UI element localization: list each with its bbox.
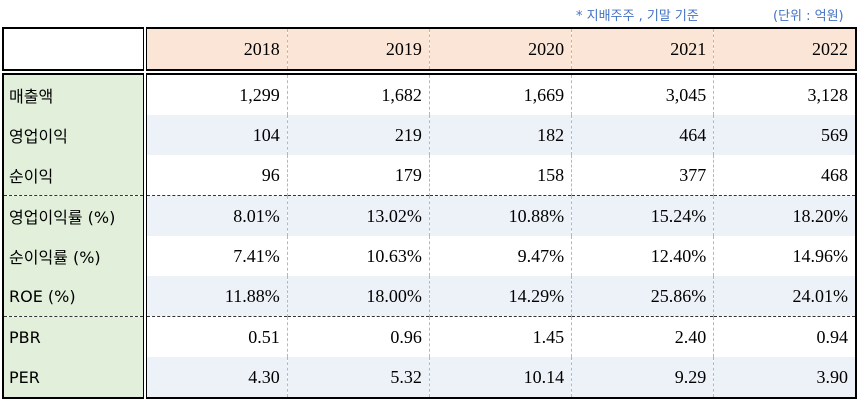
table-cell: 0.96 (286, 316, 430, 357)
basis-note: * 지배주주 , 기말 기준 (576, 9, 699, 24)
table-cell: 0.94 (713, 316, 857, 357)
table-cell: 14.96% (713, 236, 857, 276)
table-cell: 3,045 (571, 73, 714, 115)
table-cell: 18.00% (286, 276, 430, 317)
table-row: 순이익률 (%) 7.41% 10.63% 9.47% 12.40% 14.96… (2, 236, 857, 276)
table-cell: 13.02% (286, 195, 430, 236)
table-cell: 7.41% (144, 236, 288, 276)
year-header: 2022 (713, 27, 857, 71)
table-cell: 8.01% (144, 195, 288, 236)
row-label: 영업이익률 (%) (2, 195, 147, 236)
table-row: PER 4.30 5.32 10.14 9.29 3.90 (2, 357, 857, 399)
row-label: ROE (%) (2, 276, 147, 317)
year-header: 2020 (428, 27, 572, 71)
row-label: 순이익률 (%) (2, 236, 147, 276)
table-cell: 15.24% (571, 195, 714, 236)
table-cell: 4.30 (144, 357, 288, 399)
table-cell: 1.45 (428, 316, 572, 357)
table-row: ROE (%) 11.88% 18.00% 14.29% 25.86% 24.0… (2, 276, 857, 317)
year-header: 2018 (144, 27, 288, 71)
table-cell: 468 (713, 155, 857, 196)
table-notes: * 지배주주 , 기말 기준 (단위 : 억원) (0, 2, 857, 24)
row-label: PER (2, 357, 147, 399)
table-cell: 96 (144, 155, 288, 196)
row-label: PBR (2, 316, 147, 357)
table-cell: 10.88% (428, 195, 572, 236)
table-cell: 14.29% (428, 276, 572, 317)
table-cell: 10.14 (428, 357, 572, 399)
corner-cell (2, 27, 147, 71)
row-label: 영업이익 (2, 115, 147, 155)
table-cell: 9.47% (428, 236, 572, 276)
table-cell: 158 (428, 155, 572, 196)
table-cell: 5.32 (286, 357, 430, 399)
table-row: PBR 0.51 0.96 1.45 2.40 0.94 (2, 316, 857, 357)
table-row: 순이익 96 179 158 377 468 (2, 155, 857, 196)
year-header: 2021 (571, 27, 714, 71)
table-cell: 0.51 (144, 316, 288, 357)
table-row: 영업이익 104 219 182 464 569 (2, 115, 857, 155)
table-cell: 182 (428, 115, 572, 155)
table-cell: 9.29 (571, 357, 714, 399)
table-cell: 2.40 (571, 316, 714, 357)
table-cell: 219 (286, 115, 430, 155)
table-cell: 24.01% (713, 276, 857, 317)
table-cell: 3,128 (713, 73, 857, 115)
table-row: 매출액 1,299 1,682 1,669 3,045 3,128 (2, 73, 857, 115)
table-row: 영업이익률 (%) 8.01% 13.02% 10.88% 15.24% 18.… (2, 195, 857, 236)
table-cell: 179 (286, 155, 430, 196)
table-cell: 1,682 (286, 73, 430, 115)
header-row: 2018 2019 2020 2021 2022 (2, 27, 857, 71)
table-cell: 1,669 (428, 73, 572, 115)
table-cell: 10.63% (286, 236, 430, 276)
table-cell: 11.88% (144, 276, 288, 317)
row-label: 순이익 (2, 155, 147, 196)
table-cell: 377 (571, 155, 714, 196)
unit-note: (단위 : 억원) (773, 9, 844, 24)
row-label: 매출액 (2, 73, 147, 115)
table-cell: 569 (713, 115, 857, 155)
financial-table: 2018 2019 2020 2021 2022 매출액 1,299 1,682… (2, 27, 857, 399)
table-cell: 1,299 (144, 73, 288, 115)
table-cell: 104 (144, 115, 288, 155)
year-header: 2019 (286, 27, 430, 71)
table-cell: 12.40% (571, 236, 714, 276)
table-cell: 3.90 (713, 357, 857, 399)
table-cell: 464 (571, 115, 714, 155)
table-cell: 18.20% (713, 195, 857, 236)
table-cell: 25.86% (571, 276, 714, 317)
